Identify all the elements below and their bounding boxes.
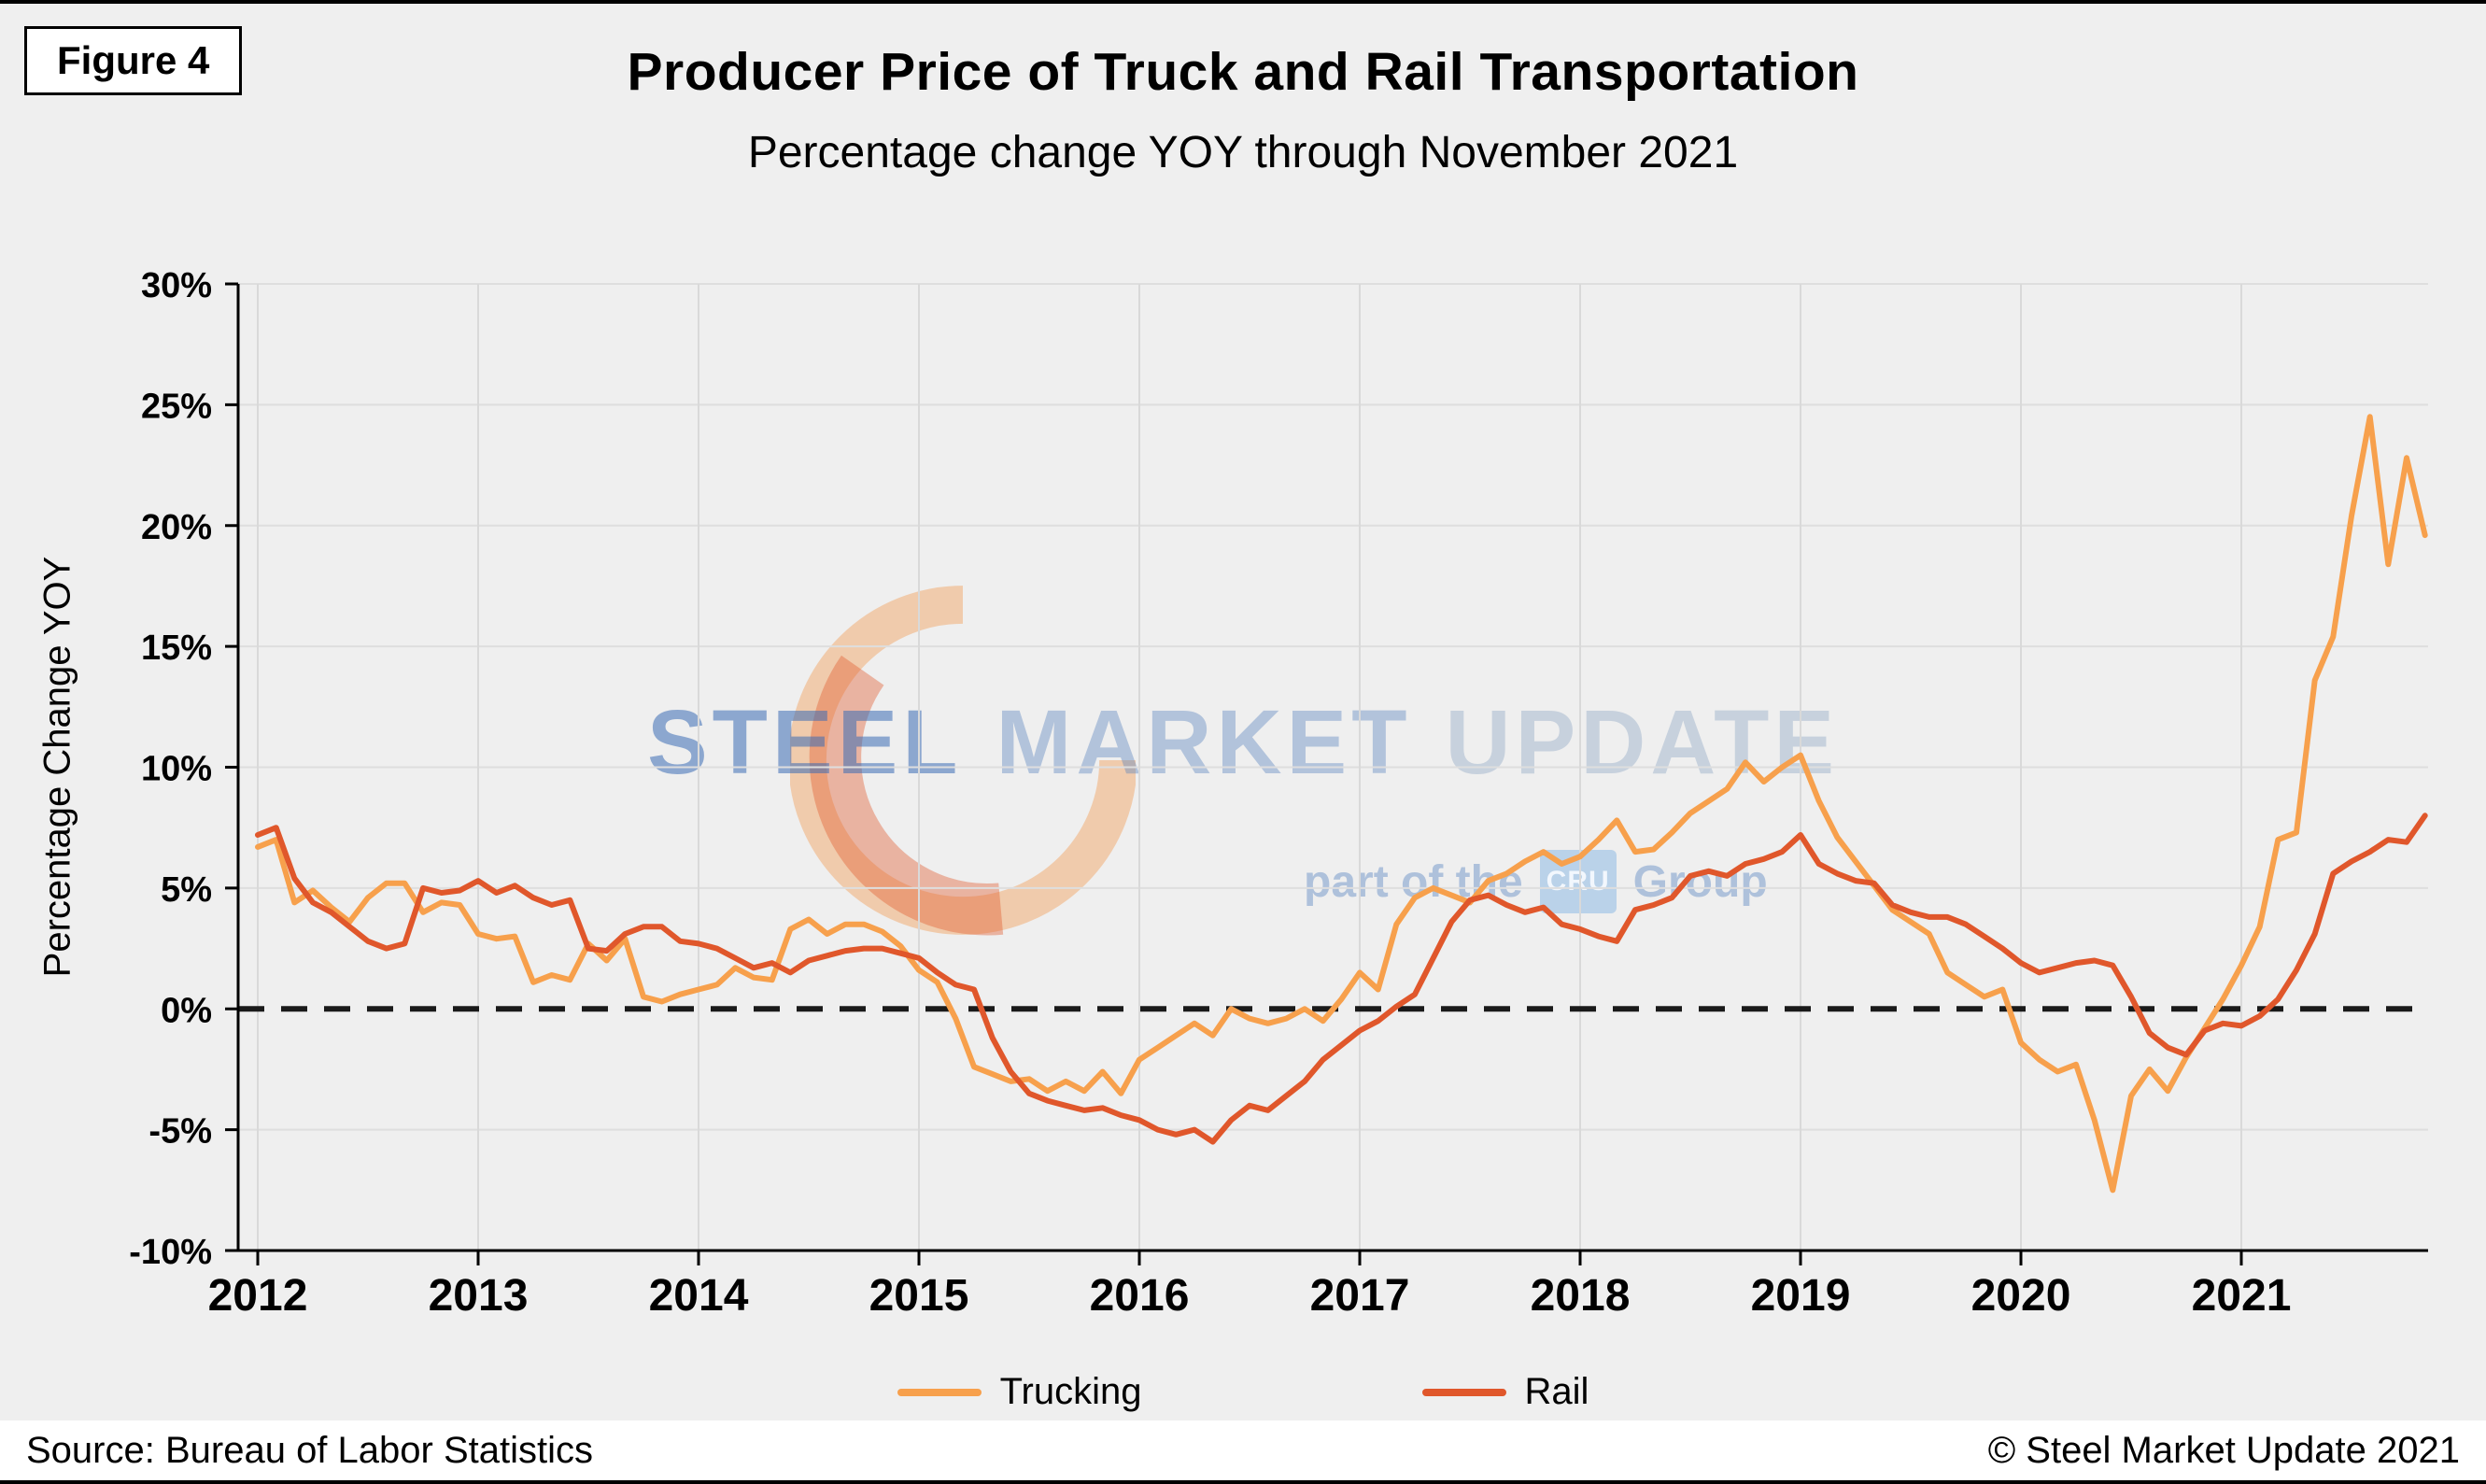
svg-text:2012: 2012 bbox=[208, 1271, 308, 1321]
chart-title: Producer Price of Truck and Rail Transpo… bbox=[627, 42, 1859, 102]
footer: Source: Bureau of Labor Statistics © Ste… bbox=[0, 1420, 2486, 1480]
svg-text:2020: 2020 bbox=[1971, 1271, 2071, 1321]
legend-item-rail: Rail bbox=[1421, 1371, 1589, 1413]
legend-label-rail: Rail bbox=[1524, 1371, 1589, 1412]
svg-text:2015: 2015 bbox=[869, 1271, 969, 1321]
svg-text:-10%: -10% bbox=[129, 1233, 212, 1272]
svg-text:15%: 15% bbox=[141, 629, 212, 668]
svg-text:-5%: -5% bbox=[148, 1112, 212, 1152]
svg-text:10%: 10% bbox=[141, 750, 212, 789]
legend: Trucking Rail bbox=[0, 1371, 2486, 1413]
chart-subtitle: Percentage change YOY through November 2… bbox=[747, 128, 1739, 177]
trucking-line-swatch bbox=[897, 1388, 982, 1396]
svg-text:2014: 2014 bbox=[649, 1271, 749, 1321]
figure-label: Figure 4 bbox=[24, 26, 243, 95]
svg-text:2021: 2021 bbox=[2192, 1271, 2292, 1321]
svg-text:5%: 5% bbox=[161, 870, 212, 910]
svg-text:2019: 2019 bbox=[1751, 1271, 1851, 1321]
plot-area: 30% 25% 20% 15% 10% 5% 0% -5% -10%2012 2013 2014 20… bbox=[129, 266, 2428, 1321]
legend-item-trucking: Trucking bbox=[897, 1371, 1142, 1413]
legend-label-trucking: Trucking bbox=[999, 1371, 1142, 1412]
copyright-text: © Steel Market Update 2021 bbox=[1987, 1429, 2460, 1471]
svg-text:30%: 30% bbox=[141, 266, 212, 305]
svg-text:2017: 2017 bbox=[1310, 1271, 1410, 1321]
svg-text:2013: 2013 bbox=[429, 1271, 529, 1321]
svg-text:2018: 2018 bbox=[1531, 1271, 1631, 1321]
svg-text:2016: 2016 bbox=[1090, 1271, 1190, 1321]
rail-line-swatch bbox=[1421, 1388, 1506, 1396]
svg-text:25%: 25% bbox=[141, 387, 212, 426]
source-text: Source: Bureau of Labor Statistics bbox=[26, 1429, 593, 1471]
svg-text:0%: 0% bbox=[161, 991, 212, 1030]
svg-text:20%: 20% bbox=[141, 508, 212, 547]
